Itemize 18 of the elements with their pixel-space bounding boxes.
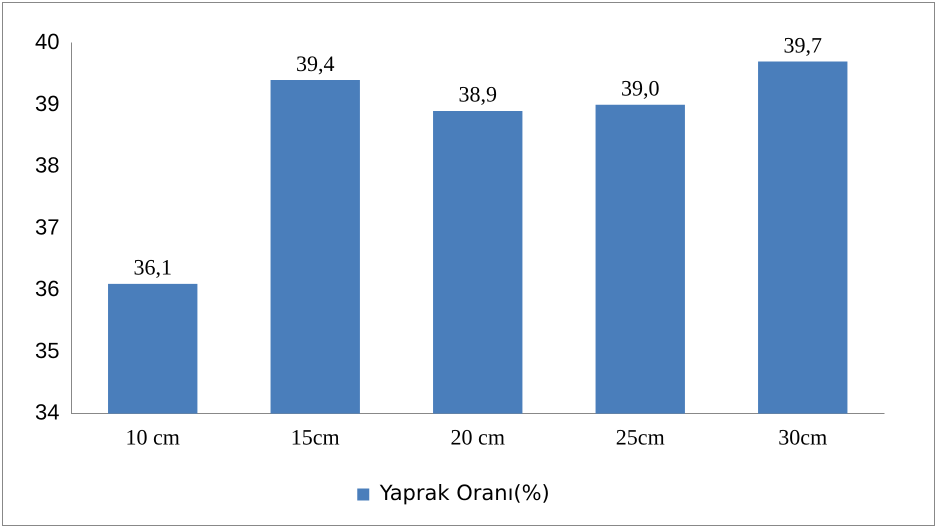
- y-tick-label: 35: [34, 338, 60, 363]
- y-tick-label: 40: [34, 29, 60, 54]
- legend-label: Yaprak Oranı(%): [378, 480, 550, 505]
- x-tick-label: 30cm: [778, 424, 828, 450]
- y-tick-label: 37: [34, 214, 60, 240]
- data-label: 39,4: [296, 50, 334, 76]
- y-tick-label: 39: [34, 90, 60, 116]
- y-tick-label: 34: [34, 400, 60, 425]
- data-label: 36,1: [133, 254, 172, 280]
- data-label: 39,0: [620, 76, 660, 101]
- y-tick-label: 38: [34, 152, 60, 178]
- y-tick-label: 36: [34, 276, 60, 302]
- x-tick-label: 10 cm: [126, 424, 180, 450]
- x-tick-label: 20 cm: [450, 424, 505, 450]
- data-label: 39,7: [783, 32, 822, 58]
- x-tick-label: 25cm: [616, 424, 665, 450]
- x-tick-label: 15cm: [290, 424, 340, 450]
- data-label: 38,9: [458, 82, 497, 107]
